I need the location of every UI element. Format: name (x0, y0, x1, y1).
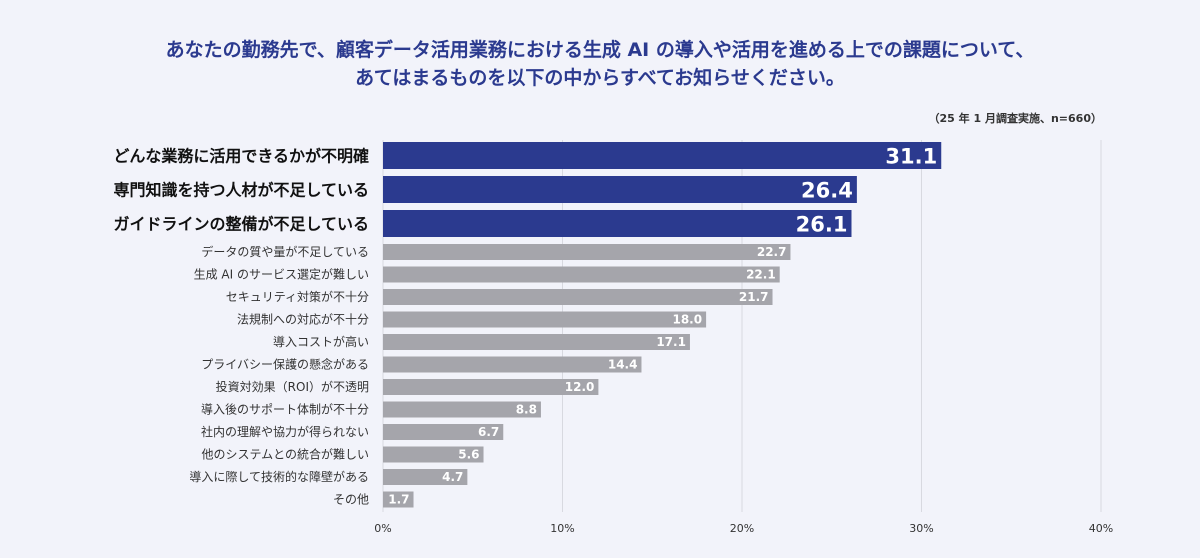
category-label: 社内の理解や協力が得られない (201, 424, 369, 439)
value-label: 26.4 (801, 179, 853, 203)
bar (383, 446, 484, 463)
bar (383, 142, 942, 169)
bar (383, 491, 414, 508)
bar (383, 210, 852, 237)
category-label: その他 (333, 493, 369, 507)
value-label: 17.1 (656, 335, 686, 349)
x-tick-label: 10% (550, 522, 574, 535)
x-tick-label: 40% (1089, 522, 1113, 535)
bar (383, 401, 541, 418)
bar (383, 379, 599, 395)
category-label: セキュリティ対策が不十分 (226, 289, 369, 304)
x-tick-label: 30% (909, 522, 933, 535)
category-label: プライバシー保護の懸念がある (201, 357, 369, 372)
value-label: 4.7 (442, 470, 463, 484)
value-label: 22.1 (746, 268, 776, 282)
category-label: 専門知識を持つ人材が不足している (113, 181, 369, 200)
category-label: 他のシステムとの統合が難しい (201, 447, 369, 462)
value-label: 14.4 (608, 358, 638, 372)
value-label: 5.6 (458, 448, 479, 462)
bar (383, 266, 780, 283)
category-label: 導入コストが高い (273, 334, 369, 349)
category-label: どんな業務に活用できるかが不明確 (113, 147, 369, 166)
value-label: 6.7 (478, 425, 499, 439)
bar (383, 356, 642, 373)
value-label: 8.8 (516, 403, 537, 417)
value-label: 31.1 (885, 145, 937, 169)
bar (383, 311, 707, 328)
bar (383, 244, 791, 260)
value-label: 18.0 (672, 313, 702, 327)
bar (383, 176, 857, 203)
bar (383, 424, 504, 440)
bar (383, 469, 468, 485)
category-label: 投資対効果（ROI）が不透明 (216, 379, 369, 394)
category-label: 導入に際して技術的な障壁がある (189, 469, 369, 484)
survey-note: （25 年 1 月調査実施、n=660） (928, 112, 1102, 125)
bar (383, 289, 773, 305)
bar (383, 334, 690, 350)
chart-title-line1: あなたの勤務先で、顧客データ活用業務における生成 AI の導入や活用を進める上で… (165, 39, 1035, 61)
value-label: 21.7 (739, 290, 769, 304)
value-label: 1.7 (388, 493, 409, 507)
value-label: 26.1 (796, 213, 848, 237)
x-tick-label: 20% (730, 522, 754, 535)
x-tick-label: 0% (374, 522, 391, 535)
value-label: 12.0 (565, 380, 595, 394)
category-label: 生成 AI のサービス選定が難しい (194, 267, 369, 282)
value-label: 22.7 (757, 245, 787, 259)
chart-title-line2: あてはまるものを以下の中からすべてお知らせください。 (355, 67, 845, 89)
category-label: ガイドラインの整備が不足している (113, 215, 369, 234)
chart-title: あなたの勤務先で、顧客データ活用業務における生成 AI の導入や活用を進める上で… (0, 36, 1200, 92)
category-label: 法規制への対応が不十分 (237, 312, 369, 327)
category-label: 導入後のサポート体制が不十分 (201, 402, 369, 417)
category-label: データの質や量が不足している (201, 244, 369, 259)
